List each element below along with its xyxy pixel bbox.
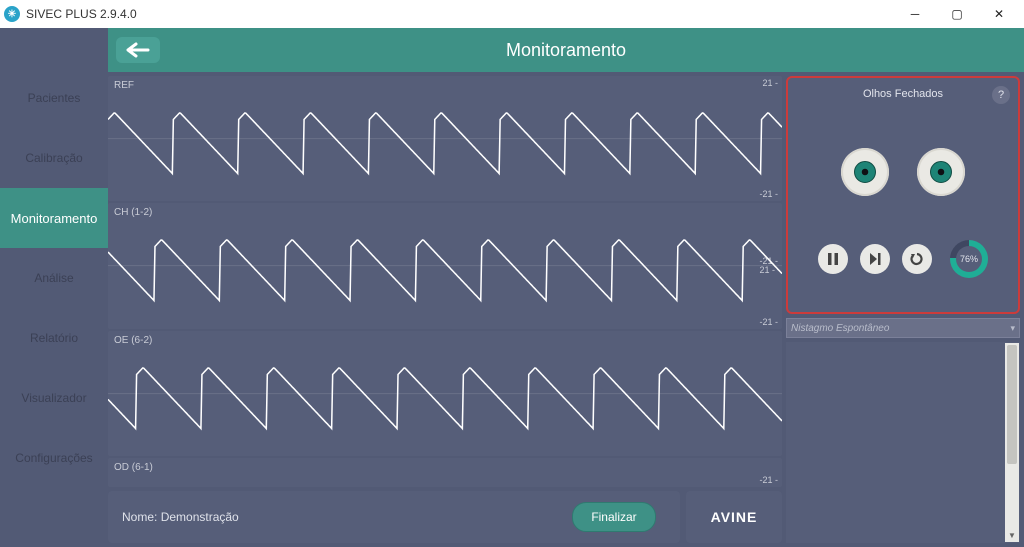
waveform-ch12 [108,203,782,328]
window-maximize-button[interactable]: ▢ [936,0,978,28]
window-title: SIVEC PLUS 2.9.4.0 [26,7,137,21]
back-arrow-icon [126,42,150,58]
playback-controls: 76% [818,240,988,278]
chevron-down-icon: ▾ [1010,323,1015,334]
sidebar-item-calibracao[interactable]: Calibração [0,128,108,188]
left-iris-icon [854,161,876,183]
help-button[interactable]: ? [992,86,1010,104]
waveform-oe62 [108,331,782,456]
restart-button[interactable] [902,244,932,274]
pause-icon [826,252,840,266]
finalize-button[interactable]: Finalizar [572,502,656,532]
progress-ring: 76% [950,240,988,278]
brand-card: AVINE [686,491,782,543]
channel-scale-bot: -21 - [759,475,778,485]
page-title: Monitoramento [108,40,1024,61]
waveform-panel: REF 21 - -21 - CH (1-2) -21 - 21 - -21 - [108,76,782,543]
waveform-ref [108,76,782,201]
footer-bar: Nome: Demonstração Finalizar AVINE [108,491,782,543]
name-label: Nome: [122,510,157,524]
sidebar-item-monitoramento[interactable]: Monitoramento [0,188,108,248]
eyes-panel: Olhos Fechados ? [786,76,1020,314]
window-close-button[interactable]: ✕ [978,0,1020,28]
name-value: Demonstração [161,510,239,524]
left-eye [841,148,889,196]
app-icon: ✳ [4,6,20,22]
sidebar-item-analise[interactable]: Análise [0,248,108,308]
scroll-down-icon[interactable]: ▼ [1005,528,1019,542]
topbar: Monitoramento [108,28,1024,72]
right-column: Olhos Fechados ? [786,76,1020,543]
window-minimize-button[interactable]: ─ [894,0,936,28]
sidebar-item-visualizador[interactable]: Visualizador [0,368,108,428]
eyes-panel-title: Olhos Fechados [863,88,943,100]
progress-label: 76% [956,246,982,272]
channel-od61: OD (6-1) -21 - [108,458,782,487]
channel-ch12: CH (1-2) -21 - 21 - -21 - [108,203,782,328]
pause-button[interactable] [818,244,848,274]
right-eye [917,148,965,196]
back-button[interactable] [116,37,160,63]
dropdown-placeholder: Nistagmo Espontâneo [791,323,889,334]
next-button[interactable] [860,244,890,274]
sidebar-item-pacientes[interactable]: Pacientes [0,68,108,128]
channel-oe62: OE (6-2) [108,331,782,456]
next-icon [868,252,882,266]
main-column: Monitoramento REF 21 - -21 - CH (1-2) [108,28,1024,547]
sidebar-item-configuracoes[interactable]: Configurações [0,428,108,488]
test-type-dropdown[interactable]: Nistagmo Espontâneo ▾ [786,318,1020,338]
scrollbar[interactable]: ▲ ▼ [1005,343,1019,542]
patient-name-card: Nome: Demonstração Finalizar [108,491,680,543]
app-root: Pacientes Calibração Monitoramento Análi… [0,28,1024,547]
channel-ref: REF 21 - -21 - [108,76,782,201]
content-area: REF 21 - -21 - CH (1-2) -21 - 21 - -21 - [108,72,1024,547]
scrollbar-thumb[interactable] [1007,345,1017,464]
channel-label: OD (6-1) [114,462,153,473]
sidebar: Pacientes Calibração Monitoramento Análi… [0,28,108,547]
restart-icon [910,252,924,266]
eyes-row [841,148,965,196]
results-list-panel: ▲ ▼ [786,342,1020,543]
right-iris-icon [930,161,952,183]
window-titlebar: ✳ SIVEC PLUS 2.9.4.0 ─ ▢ ✕ [0,0,1024,28]
sidebar-item-relatorio[interactable]: Relatório [0,308,108,368]
